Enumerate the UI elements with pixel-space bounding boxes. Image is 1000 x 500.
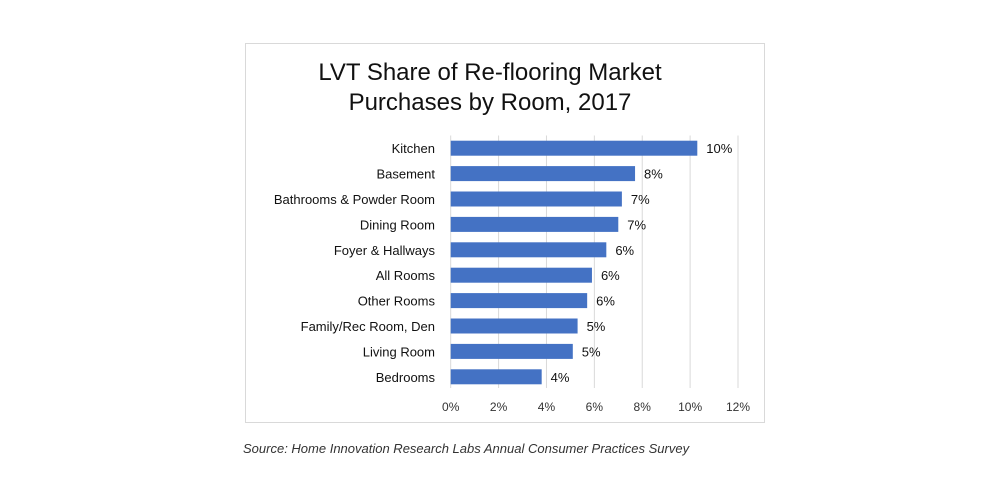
data-label: 5%: [582, 344, 601, 359]
data-label: 10%: [706, 141, 732, 156]
category-label: Dining Room: [360, 217, 435, 232]
category-label: Living Room: [363, 344, 435, 359]
chart-title-line-1: LVT Share of Re-flooring Market: [318, 59, 662, 86]
x-tick-label: 8%: [634, 400, 652, 414]
x-tick-label: 12%: [726, 400, 750, 414]
source-note: Source: Home Innovation Research Labs An…: [243, 441, 690, 456]
x-tick-label: 2%: [490, 400, 508, 414]
category-label: All Rooms: [376, 268, 436, 283]
data-label: 7%: [627, 217, 646, 232]
x-tick-label: 10%: [678, 400, 702, 414]
x-tick-label: 6%: [586, 400, 604, 414]
data-label: 6%: [596, 294, 615, 309]
category-label: Bathrooms & Powder Room: [274, 192, 435, 207]
category-label: Family/Rec Room, Den: [301, 319, 435, 334]
x-tick-label: 4%: [538, 400, 556, 414]
bar: [450, 267, 592, 283]
bar: [450, 166, 636, 182]
category-label: Kitchen: [392, 141, 435, 156]
category-label: Bedrooms: [376, 370, 436, 385]
category-label: Basement: [376, 167, 435, 182]
data-label: 6%: [615, 243, 634, 258]
bar: [450, 369, 542, 385]
data-label: 7%: [631, 192, 650, 207]
bar: [450, 216, 619, 232]
bar: [450, 293, 588, 309]
category-label: Other Rooms: [358, 294, 436, 309]
category-label: Foyer & Hallways: [334, 243, 436, 258]
bar: [450, 191, 622, 207]
bar: [450, 318, 578, 334]
data-label: 4%: [551, 370, 570, 385]
x-tick-label: 0%: [442, 400, 460, 414]
chart-frame: [245, 43, 765, 423]
chart-title: LVT Share of Re-flooring Market Purchase…: [245, 58, 735, 118]
bar: [450, 242, 607, 258]
data-label: 8%: [644, 167, 663, 182]
data-label: 6%: [601, 268, 620, 283]
data-label: 5%: [587, 319, 606, 334]
bar: [450, 140, 698, 156]
chart-title-line-2: Purchases by Room, 2017: [348, 89, 632, 116]
bar: [450, 343, 573, 359]
